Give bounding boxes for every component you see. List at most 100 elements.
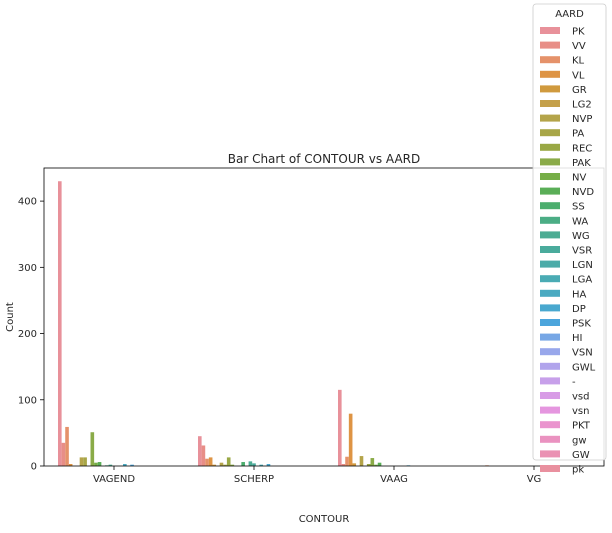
legend-label: - — [572, 377, 576, 388]
bar — [370, 458, 375, 466]
legend-swatch — [540, 129, 560, 137]
legend-label: VSR — [572, 246, 592, 257]
legend-swatch — [540, 333, 560, 341]
y-tick-label: 100 — [18, 395, 37, 406]
legend-swatch — [540, 275, 560, 283]
x-tick-label: VG — [527, 474, 542, 485]
bar — [230, 464, 235, 466]
legend-swatch — [540, 41, 560, 49]
bar — [90, 432, 95, 466]
bar — [130, 464, 134, 466]
legend-label: WA — [572, 216, 588, 227]
legend-label: GWL — [572, 362, 596, 373]
legend-swatch — [540, 289, 560, 297]
legend-label: PK — [572, 27, 585, 38]
bar — [219, 462, 224, 466]
legend-label: GW — [572, 450, 590, 461]
legend-swatch — [540, 114, 560, 122]
legend-label: WG — [572, 231, 590, 242]
bar — [58, 181, 62, 467]
legend-swatch — [540, 246, 560, 253]
legend-swatch — [540, 450, 560, 458]
legend-label: vsn — [572, 406, 589, 417]
legend-label: KL — [572, 56, 585, 67]
legend-label: DP — [572, 304, 586, 315]
legend-swatch — [540, 319, 560, 326]
bar — [212, 464, 217, 466]
bars-group — [58, 181, 489, 467]
legend-swatch — [540, 85, 560, 93]
legend-swatch — [540, 377, 560, 385]
y-axis-label: Count — [5, 302, 16, 332]
legend-swatch — [540, 435, 560, 443]
bar — [374, 464, 378, 466]
legend-label: LGA — [572, 275, 592, 286]
bar — [79, 457, 84, 466]
legend-label: VSN — [572, 348, 593, 359]
y-tick-label: 400 — [18, 197, 37, 208]
bar — [259, 464, 264, 466]
bar — [94, 462, 98, 466]
legend-label: REC — [572, 143, 592, 154]
legend: AARD PK VV KL VL GR LG2 NVP PA REC PAK NV NVD SS WA WG… — [532, 3, 607, 476]
legend-label: PA — [572, 129, 584, 140]
bar — [226, 457, 231, 466]
legend-swatch — [540, 406, 560, 414]
bar — [338, 389, 342, 466]
legend-label: NVP — [572, 114, 592, 125]
bar — [61, 442, 66, 466]
bar — [83, 457, 87, 466]
legend-swatch — [540, 70, 560, 78]
bar — [65, 426, 69, 466]
legend-label: PAK — [572, 158, 591, 169]
bar — [366, 464, 371, 466]
bar — [266, 464, 271, 466]
legend-label: NV — [572, 173, 586, 184]
x-tick-label: SCHERP — [234, 474, 274, 485]
legend-label: pk — [572, 465, 584, 476]
bar — [68, 464, 73, 466]
x-tick-label: VAGEND — [93, 474, 135, 485]
legend-swatch — [540, 187, 560, 195]
legend-swatch — [540, 143, 560, 151]
bar — [377, 462, 382, 466]
bar — [252, 463, 256, 466]
bar — [223, 464, 227, 466]
bar — [201, 445, 206, 466]
legend-swatch — [540, 202, 560, 210]
bar — [248, 461, 253, 466]
bar — [345, 456, 349, 466]
legend-swatch — [540, 158, 560, 166]
bar — [341, 464, 346, 466]
legend-swatch — [540, 100, 560, 107]
bar — [205, 458, 209, 466]
plot-frame — [43, 167, 605, 467]
legend-label: PKT — [572, 421, 591, 432]
legend-swatch — [540, 362, 560, 370]
y-tick-label: 200 — [18, 329, 37, 340]
x-tick-label: VAAG — [380, 474, 408, 485]
legend-label: LGN — [572, 260, 593, 271]
legend-label: vsd — [572, 392, 589, 403]
x-axis-label: CONTOUR — [299, 514, 350, 525]
bar — [97, 462, 102, 466]
y-tick-label: 0 — [31, 462, 37, 473]
legend-swatch — [540, 27, 560, 34]
legend-label: LG2 — [572, 100, 592, 111]
legend-swatch — [540, 304, 560, 312]
legend-swatch — [540, 173, 560, 180]
bar — [208, 457, 213, 466]
legend-swatch — [540, 348, 560, 356]
legend-label: GR — [572, 85, 587, 96]
legend-swatch — [540, 56, 560, 64]
legend-items: PK VV KL VL GR LG2 NVP PA REC PAK NV NVD SS WA WG VSR LG… — [540, 27, 596, 476]
legend-swatch — [540, 260, 560, 268]
legend-label: SS — [572, 202, 585, 213]
bar — [123, 464, 127, 466]
y-tick-label: 300 — [18, 263, 37, 274]
bar — [108, 464, 113, 466]
legend-label: HA — [572, 289, 587, 300]
legend-label: PSK — [572, 319, 591, 330]
bar — [359, 456, 364, 466]
